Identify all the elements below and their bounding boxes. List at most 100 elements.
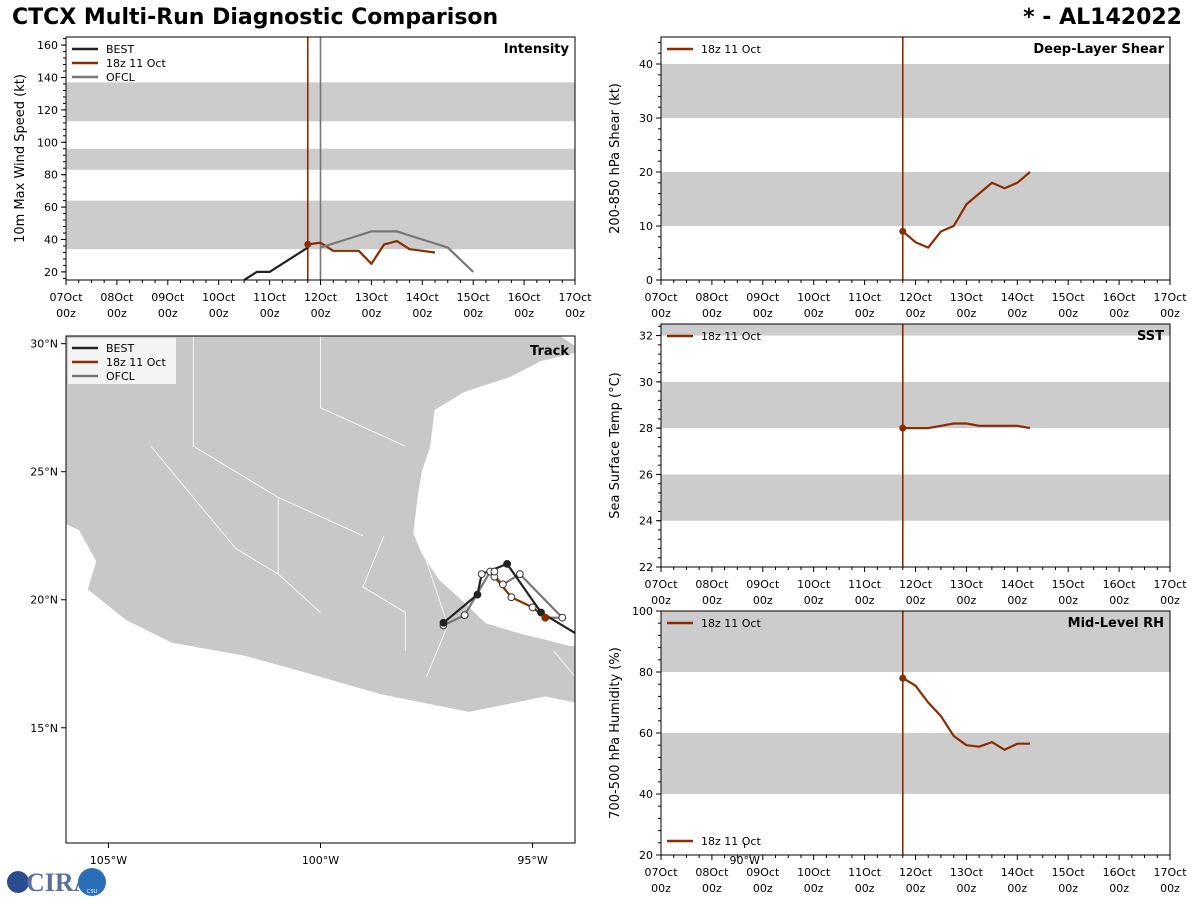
intensity-ytick-label: 120 (37, 104, 58, 117)
rh-xtick-date: 08Oct (695, 866, 729, 879)
intensity-xtick-hour: 00z (514, 307, 534, 320)
track-point-best (678, 704, 685, 711)
rh-band-1 (661, 611, 1170, 672)
shear-xtick-date: 11Oct (848, 291, 882, 304)
rh-xtick-hour: 00z (855, 882, 875, 895)
shear-band-0 (661, 172, 1170, 226)
intensity-ylabel: 10m Max Wind Speed (kt) (13, 74, 28, 243)
shear-xtick-date: 16Oct (1103, 291, 1137, 304)
track-border-1 (320, 336, 406, 447)
shear-xtick-date: 15Oct (1052, 291, 1086, 304)
rh-xtick-date: 15Oct (1052, 866, 1086, 879)
track-point-run (528, 603, 537, 612)
track-point-best (537, 608, 545, 617)
sst-xtick-hour: 00z (855, 594, 875, 607)
sst-xtick-hour: 00z (1058, 594, 1078, 607)
track-border-5 (426, 561, 449, 677)
track-point-ofcl (498, 580, 507, 589)
rh-ytick-label: 20 (639, 849, 653, 862)
rh-xtick-date: 10Oct (797, 866, 831, 879)
rh-ytick-label: 60 (639, 727, 653, 740)
intensity-ytick-label: 160 (37, 39, 58, 52)
track-legend-label: BEST (106, 342, 134, 355)
rh-ylabel: 700-500 hPa Humidity (%) (608, 647, 623, 819)
intensity-xtick-hour: 00z (209, 307, 229, 320)
intensity-series-ofcl (320, 230, 474, 273)
intensity-series-best (243, 246, 309, 280)
sst-xtick-date: 10Oct (797, 578, 831, 591)
intensity-marker-run (304, 240, 312, 248)
rh-xtick-date: 17Oct (1153, 866, 1187, 879)
sst-band-1 (661, 381, 1170, 429)
shear-series-run (902, 171, 1031, 249)
shear-xtick-hour: 00z (957, 307, 977, 320)
sst-xtick-hour: 00z (906, 594, 926, 607)
sst-xtick-date: 12Oct (899, 578, 933, 591)
shear-ytick-label: 0 (646, 274, 653, 287)
sst-series-run (902, 422, 1031, 430)
track-border-4 (362, 535, 406, 651)
track-point-best (473, 590, 482, 599)
track-point-best (477, 570, 486, 579)
track-legend-label: OFCL (106, 370, 136, 383)
track-point-run (507, 593, 516, 602)
cira-logo: CIRA CSU (7, 868, 106, 897)
intensity-legend-label: BEST (106, 43, 134, 56)
intensity-xtick-hour: 00z (311, 307, 331, 320)
track-point-best (503, 559, 512, 568)
intensity-xtick-date: 11Oct (253, 291, 287, 304)
rh-band-0 (661, 733, 1170, 794)
intensity-xtick-hour: 00z (260, 307, 280, 320)
shear-xtick-date: 17Oct (1153, 291, 1187, 304)
rh-xtick-date: 09Oct (746, 866, 780, 879)
rh-legend-bottom-label: 18z 11 Oct (701, 835, 761, 848)
track-border-0 (192, 336, 364, 537)
intensity-xtick-hour: 00z (412, 307, 432, 320)
intensity-title: Intensity (504, 42, 570, 57)
intensity-ytick-label: 40 (44, 234, 58, 247)
intensity-xtick-hour: 00z (56, 307, 76, 320)
track-point-ofcl (515, 570, 524, 579)
intensity-ytick-label: 20 (44, 266, 58, 279)
sst-xtick-hour: 00z (804, 594, 824, 607)
intensity-xtick-date: 15Oct (457, 291, 491, 304)
intensity-xtick-date: 08Oct (100, 291, 134, 304)
rh-title: Mid-Level RH (1068, 616, 1164, 631)
sst-xtick-hour: 00z (702, 594, 722, 607)
sst-ytick-label: 22 (639, 561, 653, 574)
track-point-ofcl (558, 613, 567, 622)
intensity-xtick-hour: 00z (565, 307, 585, 320)
rh-xtick-hour: 00z (1109, 882, 1129, 895)
sst-ylabel: Sea Surface Temp (°C) (608, 372, 623, 519)
sst-xtick-hour: 00z (1007, 594, 1027, 607)
track-ytick-label: 15°N (30, 722, 58, 735)
shear-xtick-hour: 00z (855, 307, 875, 320)
intensity-xtick-date: 13Oct (355, 291, 389, 304)
rh-xtick-hour: 00z (906, 882, 926, 895)
rh-xtick-hour: 00z (651, 882, 671, 895)
intensity-xtick-hour: 00z (158, 307, 178, 320)
logo-sub: CSU (87, 889, 98, 895)
rh-xtick-date: 12Oct (899, 866, 933, 879)
rh-xtick-date: 13Oct (950, 866, 984, 879)
shear-xtick-hour: 00z (651, 307, 671, 320)
sst-xtick-date: 11Oct (848, 578, 882, 591)
sst-xtick-date: 09Oct (746, 578, 780, 591)
shear-ytick-label: 30 (639, 112, 653, 125)
sst-xtick-date: 08Oct (695, 578, 729, 591)
rh-xtick-date: 11Oct (848, 866, 882, 879)
sst-xtick-hour: 00z (1109, 594, 1129, 607)
sst-xtick-hour: 00z (651, 594, 671, 607)
intensity-ytick-label: 80 (44, 169, 58, 182)
track-ytick-label: 20°N (30, 594, 58, 607)
intensity-series-run (307, 240, 436, 265)
shear-xtick-date: 07Oct (644, 291, 678, 304)
shear-xtick-hour: 00z (1160, 307, 1180, 320)
shear-xtick-hour: 00z (702, 307, 722, 320)
shear-xtick-date: 10Oct (797, 291, 831, 304)
intensity-ytick-label: 140 (37, 72, 58, 85)
shear-title: Deep-Layer Shear (1033, 42, 1164, 57)
intensity-xtick-date: 10Oct (202, 291, 236, 304)
track-point-ofcl (460, 611, 469, 620)
sst-frame (660, 323, 1171, 568)
